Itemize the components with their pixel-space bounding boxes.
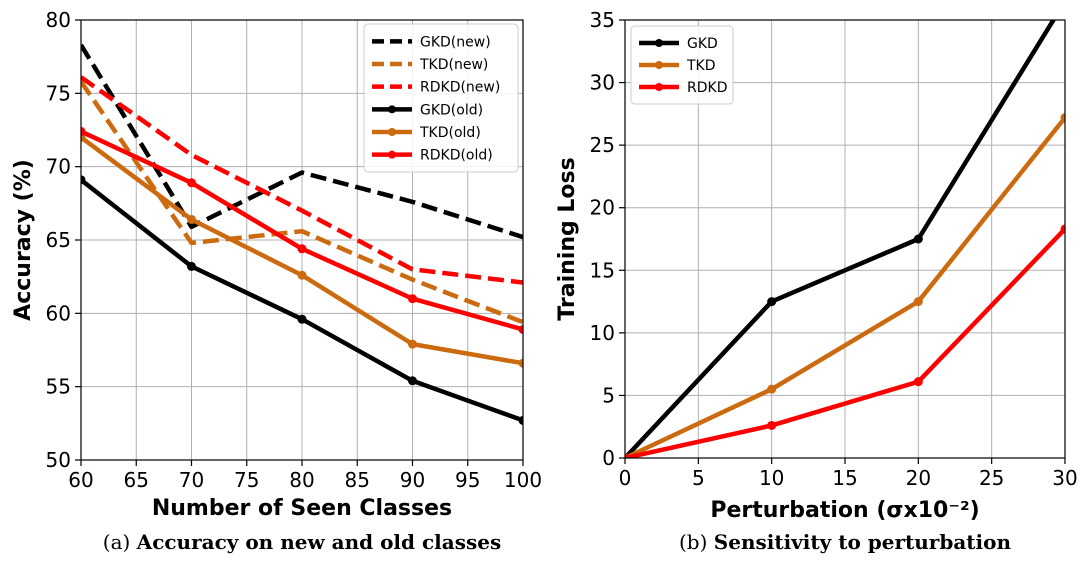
accuracy-legend-marker [388,128,396,136]
perturbation-xtick-label: 5 [692,466,705,490]
accuracy-series-point [297,270,307,280]
accuracy-series-point [187,214,196,224]
perturbation-series-point [913,234,923,244]
perturbation-legend-label: RDKD [687,80,727,96]
perturbation-series-line [625,227,1065,458]
perturbation-ytick-label: 35 [590,8,615,32]
perturbation-legend-label: GKD [687,36,718,52]
accuracy-xtick-label: 65 [124,468,149,492]
accuracy-xtick-label: 100 [504,468,542,492]
accuracy-series-point [518,358,523,368]
accuracy-ytick-label: 50 [46,448,71,472]
accuracy-legend-label: GKD(new) [420,34,491,50]
perturbation-xtick-label: 20 [906,466,931,490]
accuracy-series-line [81,75,523,285]
accuracy-ytick-label: 70 [46,155,71,179]
accuracy-xtick-label: 70 [179,468,204,492]
perturbation-series-point [625,453,630,458]
accuracy-chart-caption: (a) Accuracy on new and old classes [103,530,501,554]
accuracy-ytick-label: 55 [46,375,71,399]
accuracy-chart-ylabel: Accuracy (%) [11,159,36,321]
perturbation-chart: 0 5 10 15 20 25 30 0 5 10 15 20 25 30 35 GKD TKD RDKD Pe… [555,0,1078,554]
accuracy-chart-ticks: 60 65 70 75 80 85 90 95 100 50 55 60 65 70 75 80 [46,8,543,492]
accuracy-series-point [81,126,86,136]
perturbation-series-point [767,420,777,430]
accuracy-series-point [408,339,417,349]
accuracy-series-point [187,261,196,271]
perturbation-xtick-label: 0 [619,466,632,490]
accuracy-series-line [81,80,523,325]
perturbation-xtick-label: 10 [759,466,784,490]
perturbation-series-point [767,297,777,307]
accuracy-series-point [81,175,86,185]
accuracy-legend-label: RDKD(old) [420,148,493,164]
accuracy-chart-series [81,43,523,425]
accuracy-xtick-label: 90 [400,468,425,492]
accuracy-legend-label: TKD(new) [419,57,488,73]
perturbation-series-line [625,116,1065,458]
perturbation-xtick-label: 15 [832,466,857,490]
accuracy-chart: 60 65 70 75 80 85 90 95 100 50 55 60 65 70 75 80 GKD(ne… [11,8,542,554]
accuracy-chart-legend: GKD(new) TKD(new) RDKD(new) GKD(old) TKD(old… [363,23,519,173]
perturbation-chart-ticks: 0 5 10 15 20 25 30 0 5 10 15 20 25 30 35 [590,8,1078,490]
perturbation-xtick-label: 25 [979,466,1004,490]
accuracy-xtick-label: 75 [234,468,259,492]
perturbation-chart-ylabel: Training Loss [555,157,580,320]
accuracy-series-point [518,415,523,425]
perturbation-chart-legend: GKD TKD RDKD [630,25,734,105]
accuracy-chart-xlabel: Number of Seen Classes [152,496,452,521]
perturbation-series-point [1060,224,1065,234]
perturbation-chart-caption: (b) Sensitivity to perturbation [679,530,1011,554]
accuracy-series-point [187,178,196,188]
perturbation-ytick-label: 0 [602,446,615,470]
accuracy-series-point [518,324,523,334]
accuracy-series-point [408,376,417,386]
perturbation-series-line [625,20,1057,458]
accuracy-ytick-label: 80 [46,8,71,32]
accuracy-legend-box [363,23,519,173]
perturbation-ytick-label: 20 [590,196,615,220]
accuracy-legend-marker [388,105,396,114]
perturbation-ytick-label: 25 [590,133,615,157]
accuracy-series-point [297,244,307,254]
perturbation-xtick-label: 30 [1052,466,1077,490]
accuracy-series-point [297,314,307,324]
perturbation-ytick-label: 10 [590,321,615,345]
accuracy-xtick-label: 80 [289,468,314,492]
accuracy-ytick-label: 75 [46,81,71,105]
perturbation-ytick-label: 30 [590,71,615,95]
accuracy-legend-label: GKD(old) [420,102,483,118]
accuracy-xtick-label: 95 [455,468,480,492]
perturbation-series-point [913,297,923,307]
perturbation-ytick-label: 5 [602,383,615,407]
accuracy-ytick-label: 60 [46,301,71,325]
perturbation-series-point [767,384,777,394]
perturbation-ytick-label: 15 [590,258,615,282]
accuracy-series-point [408,294,417,304]
perturbation-series-point [1061,0,1070,6]
accuracy-legend-label: RDKD(new) [420,80,500,96]
accuracy-legend-marker [388,150,396,159]
perturbation-legend-marker [655,83,663,91]
perturbation-series-point [913,377,923,387]
accuracy-ytick-label: 65 [46,228,71,252]
perturbation-chart-series [625,0,1070,458]
perturbation-legend-label: TKD [686,58,716,74]
perturbation-series-point [1060,113,1065,123]
accuracy-legend-label: TKD(old) [419,125,481,141]
accuracy-xtick-label: 85 [345,468,370,492]
accuracy-xtick-label: 60 [68,468,93,492]
perturbation-legend-marker [655,61,663,69]
perturbation-chart-xlabel: Perturbation (σx10⁻²) [710,498,979,523]
perturbation-legend-marker [655,39,663,47]
